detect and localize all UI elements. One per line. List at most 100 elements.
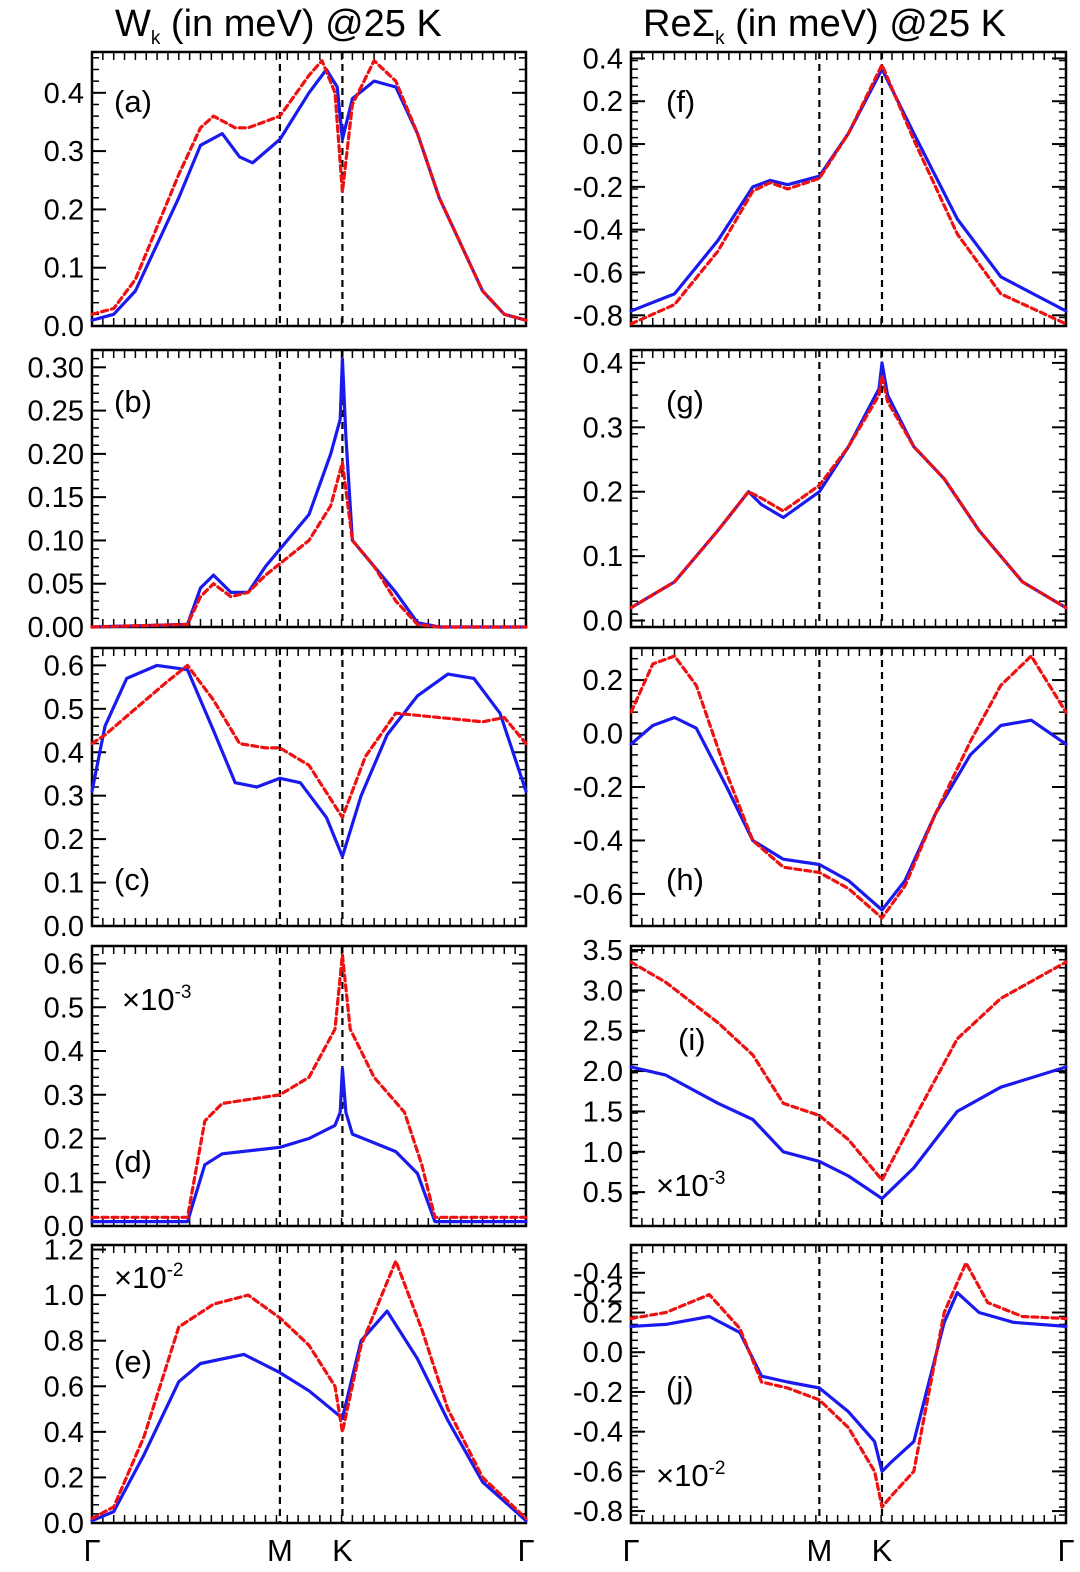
panel-frame — [629, 50, 1068, 328]
y-tick-label: -0.2 — [573, 1377, 623, 1409]
y-tick-label: -0.4 — [573, 825, 623, 857]
y-tick-label: 0.8 — [44, 1326, 84, 1358]
y-tick-label: 0.2 — [583, 1298, 623, 1330]
x-tick-label: K — [872, 1533, 893, 1568]
y-tick-label: -0.2 — [573, 772, 623, 804]
right-column-title: ReΣk (in meV) @25 K — [643, 3, 1006, 49]
y-tick-label: 0.2 — [583, 477, 623, 509]
y-tick-label: 1.5 — [583, 1096, 623, 1128]
y-tick-label: 0.0 — [583, 129, 623, 161]
y-tick-label: 0.6 — [44, 949, 84, 981]
y-tick-label: 0.5 — [44, 992, 84, 1024]
y-tick-label: 0.1 — [583, 541, 623, 573]
y-tick-label: 0.0 — [583, 719, 623, 751]
y-tick-label: 0.5 — [44, 694, 84, 726]
scale-note: ×10-3 — [122, 982, 192, 1017]
y-tick-label: 1.0 — [44, 1280, 84, 1312]
series-line-blue — [90, 1066, 528, 1224]
scale-note: ×10-3 — [656, 1168, 726, 1203]
y-tick-label: 1.0 — [583, 1137, 623, 1169]
left-column-title: Wk (in meV) @25 K — [115, 3, 442, 49]
y-tick-label: -0.2 — [573, 1278, 623, 1310]
y-tick-label: 0.20 — [28, 439, 84, 471]
series-line-blue — [90, 1309, 528, 1523]
y-tick-label: 0.0 — [44, 1508, 84, 1540]
x-tick-label: K — [332, 1533, 353, 1568]
series-line-blue — [629, 67, 1068, 313]
y-tick-label: 3.0 — [583, 975, 623, 1007]
series-line-red — [629, 374, 1068, 610]
y-tick-label: -0.8 — [573, 1496, 623, 1528]
y-tick-label: 0.30 — [28, 352, 84, 384]
panel-label: (c) — [114, 862, 150, 897]
series-line-blue — [90, 663, 528, 859]
panel-label: (f) — [666, 84, 695, 119]
y-tick-label: 0.2 — [583, 86, 623, 118]
y-tick-label: 0.0 — [583, 606, 623, 638]
y-tick-label: 3.5 — [583, 935, 623, 967]
y-tick-label: 0.5 — [583, 1177, 623, 1209]
panel-frame — [90, 348, 528, 629]
x-tick-label: Γ — [1057, 1533, 1074, 1568]
y-tick-label: 0.0 — [44, 1211, 84, 1243]
series-line-red — [90, 460, 528, 629]
y-tick-label: -0.8 — [573, 300, 623, 332]
panel-a: 0.0 0.1 0.2 0.3 0.4 (a) — [44, 50, 528, 343]
series-line-blue — [629, 1065, 1068, 1201]
panel-label: (b) — [114, 384, 152, 419]
y-tick-label: 0.3 — [583, 412, 623, 444]
y-tick-label: 0.2 — [583, 665, 623, 697]
y-tick-label: 0.00 — [28, 612, 84, 644]
series-line-red — [629, 63, 1068, 326]
y-tick-label: 0.1 — [44, 868, 84, 900]
panel-g: 0.0 0.1 0.2 0.3 0.4 (g) — [583, 348, 1068, 638]
y-tick-label: 0.4 — [583, 43, 623, 75]
x-tick-label: Γ — [83, 1533, 100, 1568]
panel-b: 0.00 0.05 0.10 0.15 0.20 0.25 0.30 (b) — [28, 348, 528, 644]
panel-label: (d) — [114, 1144, 152, 1179]
x-tick-label: Γ — [622, 1533, 639, 1568]
y-tick-label: 0.10 — [28, 525, 84, 557]
x-tick-label: Γ — [517, 1533, 534, 1568]
panel-h: -0.6 -0.4 -0.2 0.0 0.2 (h) — [573, 646, 1068, 928]
series-line-blue — [90, 357, 528, 629]
panel-d: 0.0 0.1 0.2 0.3 0.4 0.5 0.6 (d) ×10-3 — [44, 944, 528, 1243]
x-tick-label: M — [267, 1533, 293, 1568]
series-line-red — [90, 663, 528, 820]
y-tick-label: 0.05 — [28, 569, 84, 601]
y-tick-label: 2.5 — [583, 1016, 623, 1048]
y-tick-label: 0.4 — [44, 737, 84, 769]
y-tick-label: 0.0 — [44, 311, 84, 343]
y-tick-label: 2.0 — [583, 1056, 623, 1088]
series-line-blue — [629, 1291, 1068, 1474]
y-tick-label: 0.1 — [44, 1167, 84, 1199]
series-line-blue — [629, 715, 1068, 912]
panel-i: 0.5 1.0 1.5 2.0 2.5 3.0 3.5 (i) ×10-3 — [583, 935, 1068, 1228]
y-tick-label: 0.4 — [44, 78, 84, 110]
y-tick-label: 0.6 — [44, 650, 84, 682]
y-tick-label: 1.2 — [44, 1235, 84, 1267]
x-tick-label: M — [806, 1533, 832, 1568]
y-tick-label: 0.4 — [44, 1417, 84, 1449]
y-tick-label: -0.6 — [573, 879, 623, 911]
y-tick-label: 0.1 — [44, 253, 84, 285]
series-line-red — [629, 960, 1068, 1182]
y-tick-label: -0.4 — [573, 215, 623, 247]
panels: 0.00.10.20.30.4 (a)0.000.050.100.150.200.… — [28, 43, 1075, 1568]
y-tick-label: -0.4 — [573, 1258, 623, 1290]
y-tick-label: 0.4 — [44, 1036, 84, 1068]
y-tick-label: 0.4 — [583, 348, 623, 380]
panel-label: (h) — [666, 862, 704, 897]
y-tick-label: 0.0 — [583, 1337, 623, 1369]
y-tick-label: 0.3 — [44, 136, 84, 168]
y-tick-label: 0.3 — [44, 781, 84, 813]
panel-label: (g) — [666, 384, 704, 419]
y-tick-label: 0.2 — [44, 194, 84, 226]
panel-label: (j) — [666, 1370, 694, 1405]
series-line-red — [629, 654, 1068, 920]
scale-note: ×10-2 — [656, 1458, 726, 1493]
y-tick-label: 0.15 — [28, 482, 84, 514]
y-tick-label: 0.2 — [44, 1124, 84, 1156]
y-tick-label: 0.2 — [44, 1462, 84, 1494]
panel-j: -0.8-0.6-0.4-0.20.00.2-0.2-0.4(j)×10-2Γ M… — [573, 1243, 1075, 1568]
